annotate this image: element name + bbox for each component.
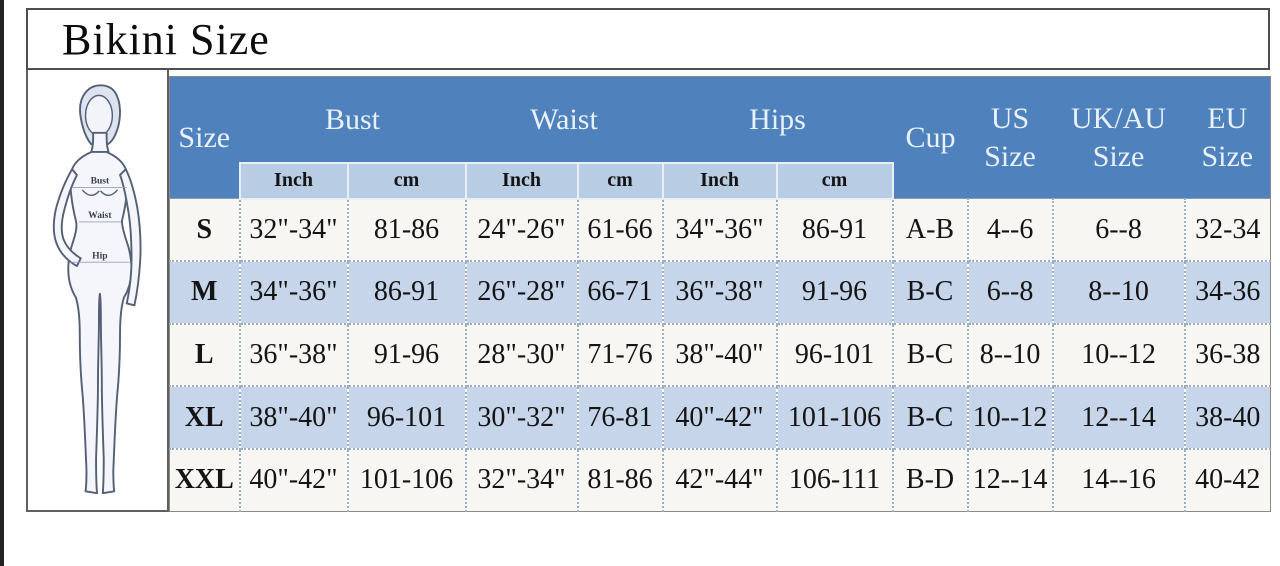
cell-eu-size: 38-40 <box>1184 386 1271 450</box>
cell-waist-inch: 32"-34" <box>465 448 579 512</box>
title-box: Bikini Size <box>26 8 1270 70</box>
cell-ukau-size: 14--16 <box>1052 448 1186 512</box>
col-header-us-size: US Size <box>967 76 1053 199</box>
cell-size: XXL <box>169 448 241 512</box>
cell-waist-inch: 26"-28" <box>465 261 579 325</box>
figure-left-arm <box>52 168 82 267</box>
figure-bust-curves <box>81 189 118 197</box>
col-header-bust: Bust <box>239 76 466 163</box>
cell-cup: B-C <box>892 261 969 325</box>
cell-size: S <box>169 198 241 263</box>
cell-waist-cm: 66-71 <box>577 261 664 325</box>
subheader-waist-inch: Inch <box>464 161 579 200</box>
cell-hips-inch: 38"-40" <box>662 323 778 388</box>
cell-waist-cm: 76-81 <box>577 386 664 450</box>
col-header-cup: Cup <box>892 76 968 199</box>
cell-waist-inch: 24"-26" <box>465 198 579 263</box>
left-edge-mark <box>0 0 4 566</box>
table-row-l: L 36"-38" 91-96 28"-30" 71-76 38"-40" 96… <box>169 323 1271 388</box>
cell-ukau-size: 8--10 <box>1052 261 1186 325</box>
cell-size: XL <box>169 386 241 450</box>
cell-bust-inch: 34"-36" <box>239 261 349 325</box>
cell-hips-cm: 101-106 <box>776 386 894 450</box>
cell-eu-size: 36-38 <box>1184 323 1271 388</box>
header-row-units: Inch cm Inch cm Inch cm <box>170 161 1271 200</box>
cell-hips-cm: 91-96 <box>776 261 894 325</box>
col-header-eu-size: EU Size <box>1184 76 1271 199</box>
table-row-xxl: XXL 40"-42" 101-106 32"-34" 81-86 42"-44… <box>169 448 1271 512</box>
page-title: Bikini Size <box>62 14 270 64</box>
figure-waist-label: Waist <box>88 210 112 221</box>
subheader-hips-cm: cm <box>775 161 894 200</box>
cell-hips-inch: 34"-36" <box>662 198 778 263</box>
cell-waist-cm: 81-86 <box>577 448 664 512</box>
subheader-bust-inch: Inch <box>238 161 349 200</box>
cell-waist-cm: 61-66 <box>577 198 664 263</box>
cell-eu-size: 34-36 <box>1184 261 1271 325</box>
cell-us-size: 10--12 <box>967 386 1054 450</box>
col-header-hips: Hips <box>662 76 893 163</box>
cell-eu-size: 32-34 <box>1184 198 1271 263</box>
subheader-hips-inch: Inch <box>661 161 778 200</box>
size-table: Size Bust Waist Hips Cup US Size UK/AU S… <box>169 76 1272 512</box>
cell-us-size: 8--10 <box>967 323 1054 388</box>
female-figure-illustration: Bust Waist Hip <box>52 84 142 495</box>
cell-bust-inch: 36"-38" <box>239 323 349 388</box>
cell-ukau-size: 6--8 <box>1052 198 1186 263</box>
cell-hips-cm: 86-91 <box>776 198 894 263</box>
cell-hips-inch: 40"-42" <box>662 386 778 450</box>
cell-bust-inch: 38"-40" <box>239 386 349 450</box>
subheader-bust-cm: cm <box>346 161 467 200</box>
cell-hips-cm: 106-111 <box>776 448 894 512</box>
cell-bust-cm: 81-86 <box>347 198 467 263</box>
figure-head <box>84 94 114 137</box>
col-header-size: Size <box>169 76 240 199</box>
cell-ukau-size: 10--12 <box>1052 323 1186 388</box>
table-row-xl: XL 38"-40" 96-101 30"-32" 76-81 40"-42" … <box>169 386 1271 450</box>
cell-hips-inch: 36"-38" <box>662 261 778 325</box>
header-row-groups: Size Bust Waist Hips Cup US Size UK/AU S… <box>169 76 1271 199</box>
cell-bust-cm: 91-96 <box>347 323 467 388</box>
table-row-m: M 34"-36" 86-91 26"-28" 66-71 36"-38" 91… <box>169 261 1271 325</box>
cell-waist-cm: 71-76 <box>577 323 664 388</box>
cell-size: L <box>169 323 241 388</box>
cell-us-size: 6--8 <box>967 261 1054 325</box>
figure-panel: Bust Waist Hip <box>26 70 169 512</box>
cell-waist-inch: 30"-32" <box>465 386 579 450</box>
cell-bust-cm: 86-91 <box>347 261 467 325</box>
cell-bust-cm: 96-101 <box>347 386 467 450</box>
cell-hips-inch: 42"-44" <box>662 448 778 512</box>
content-row: Bust Waist Hip Size Bust Wai <box>26 70 1272 512</box>
figure-neck <box>90 131 110 153</box>
figure-body <box>67 151 133 495</box>
cell-cup: A-B <box>892 198 969 263</box>
cell-cup: B-C <box>892 323 969 388</box>
cell-hips-cm: 96-101 <box>776 323 894 388</box>
cell-waist-inch: 28"-30" <box>465 323 579 388</box>
cell-cup: B-D <box>892 448 969 512</box>
col-header-waist: Waist <box>465 76 663 163</box>
cell-eu-size: 40-42 <box>1195 464 1261 496</box>
size-table-head: Size Bust Waist Hips Cup US Size UK/AU S… <box>169 76 1271 200</box>
figure-bust-label: Bust <box>91 176 110 187</box>
cell-ukau-size: 12--14 <box>1052 386 1186 450</box>
cell-us-size: 12--14 <box>967 448 1054 512</box>
cell-size: M <box>169 261 241 325</box>
cell-bust-inch: 40"-42" <box>239 448 349 512</box>
figure-right-arm <box>119 168 142 307</box>
figure-hip-label: Hip <box>92 250 107 261</box>
cell-bust-cm: 101-106 <box>347 448 467 512</box>
size-table-zone: Size Bust Waist Hips Cup US Size UK/AU S… <box>169 70 1272 512</box>
subheader-waist-cm: cm <box>576 161 664 200</box>
size-table-body: S 32"-34" 81-86 24"-26" 61-66 34"-36" 86… <box>169 198 1271 512</box>
table-row-s: S 32"-34" 81-86 24"-26" 61-66 34"-36" 86… <box>169 198 1271 263</box>
cell-us-size: 4--6 <box>967 198 1054 263</box>
cell-bust-inch: 32"-34" <box>239 198 349 263</box>
col-header-ukau-size: UK/AU Size <box>1052 76 1185 199</box>
cell-cup: B-C <box>892 386 969 450</box>
